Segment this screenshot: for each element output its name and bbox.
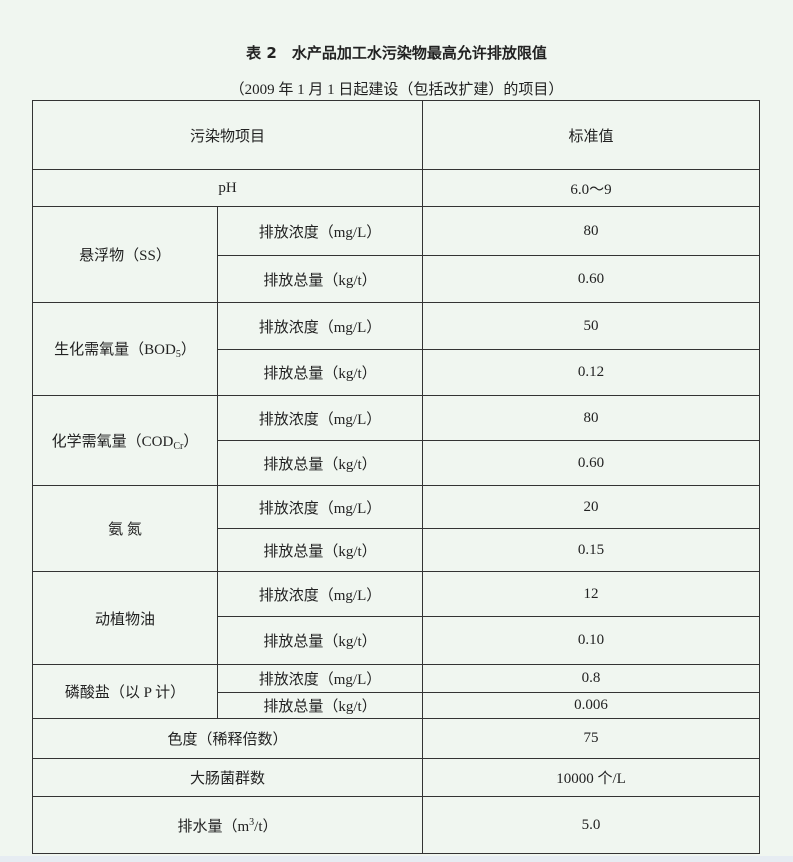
row-name: 悬浮物（SS） (32, 206, 218, 303)
row-value: 5.0 (422, 796, 760, 854)
row-value: 50 (422, 302, 760, 350)
conc-label: 排放浓度（mg/L） (217, 302, 423, 350)
bottom-strip (0, 856, 793, 862)
row-value: 20 (422, 485, 760, 529)
row-name: 大肠菌群数 (32, 758, 423, 797)
row-name: 磷酸盐（以 P 计） (32, 664, 218, 719)
table-row: 排水量（m3/t） 5.0 (32, 796, 760, 854)
row-value: 0.10 (422, 616, 760, 665)
table-row: 排放总量（kg/t） 0.006 (33, 692, 760, 719)
row-value: 12 (422, 571, 760, 617)
conc-label: 排放浓度（mg/L） (217, 664, 423, 693)
row-value: 0.60 (422, 255, 760, 303)
header-row: 污染物项目 标准值 (32, 100, 760, 170)
total-label: 排放总量（kg/t） (217, 528, 423, 572)
table-row: 大肠菌群数 10000 个/L (32, 758, 760, 797)
table-row: 排放总量（kg/t） 0.10 (33, 616, 760, 665)
row-name: 生化需氧量（BOD5） (32, 302, 218, 396)
row-name: 色度（稀释倍数） (32, 718, 423, 759)
table-row: 氨 氮 排放浓度（mg/L） 20 (32, 485, 760, 572)
row-value: 80 (422, 206, 760, 256)
table-subtitle: （2009 年 1 月 1 日起建设（包括改扩建）的项目） (229, 82, 564, 98)
total-label: 排放总量（kg/t） (217, 255, 423, 303)
conc-label: 排放浓度（mg/L） (217, 485, 423, 529)
total-label: 排放总量（kg/t） (217, 616, 423, 665)
total-label: 排放总量（kg/t） (217, 692, 423, 719)
table-row: 生化需氧量（BOD5） 排放浓度（mg/L） 50 (32, 302, 760, 396)
row-value: 10000 个/L (422, 758, 760, 797)
table-row: 化学需氧量（CODCr） 排放浓度（mg/L） 80 (32, 395, 760, 486)
row-value: 75 (422, 718, 760, 759)
pollutant-limits-table: 污染物项目 标准值 pH 6.0～9 悬浮物（SS） 排放浓度（mg/L） 80… (32, 100, 760, 854)
row-value: 0.006 (422, 692, 760, 719)
row-value: 80 (422, 395, 760, 441)
total-label: 排放总量（kg/t） (217, 349, 423, 396)
row-name: 动植物油 (32, 571, 218, 665)
table-row: 排放总量（kg/t） 0.15 (33, 528, 760, 572)
table-row: 色度（稀释倍数） 75 (32, 718, 760, 759)
header-value: 标准值 (422, 100, 760, 170)
row-name: 化学需氧量（CODCr） (32, 395, 218, 486)
row-name: pH (32, 169, 423, 207)
table-row: 排放总量（kg/t） 0.60 (33, 440, 760, 486)
row-value: 6.0～9 (422, 169, 760, 207)
conc-label: 排放浓度（mg/L） (217, 571, 423, 617)
table-row: 磷酸盐（以 P 计） 排放浓度（mg/L） 0.8 (32, 664, 760, 719)
header-item: 污染物项目 (32, 100, 423, 170)
table-row: 排放总量（kg/t） 0.60 (33, 255, 760, 303)
table-row: pH 6.0～9 (32, 169, 760, 207)
row-value: 0.60 (422, 440, 760, 486)
table-row: 动植物油 排放浓度（mg/L） 12 (32, 571, 760, 665)
row-name: 氨 氮 (32, 485, 218, 572)
conc-label: 排放浓度（mg/L） (217, 395, 423, 441)
table-row: 排放总量（kg/t） 0.12 (33, 349, 760, 396)
total-label: 排放总量（kg/t） (217, 440, 423, 486)
table-row: 悬浮物（SS） 排放浓度（mg/L） 80 (32, 206, 760, 303)
row-value: 0.15 (422, 528, 760, 572)
row-value: 0.8 (422, 664, 760, 693)
table-title: 表 2 水产品加工水污染物最高允许排放限值 (246, 44, 547, 62)
conc-label: 排放浓度（mg/L） (217, 206, 423, 256)
row-value: 0.12 (422, 349, 760, 396)
row-name: 排水量（m3/t） (32, 796, 423, 854)
